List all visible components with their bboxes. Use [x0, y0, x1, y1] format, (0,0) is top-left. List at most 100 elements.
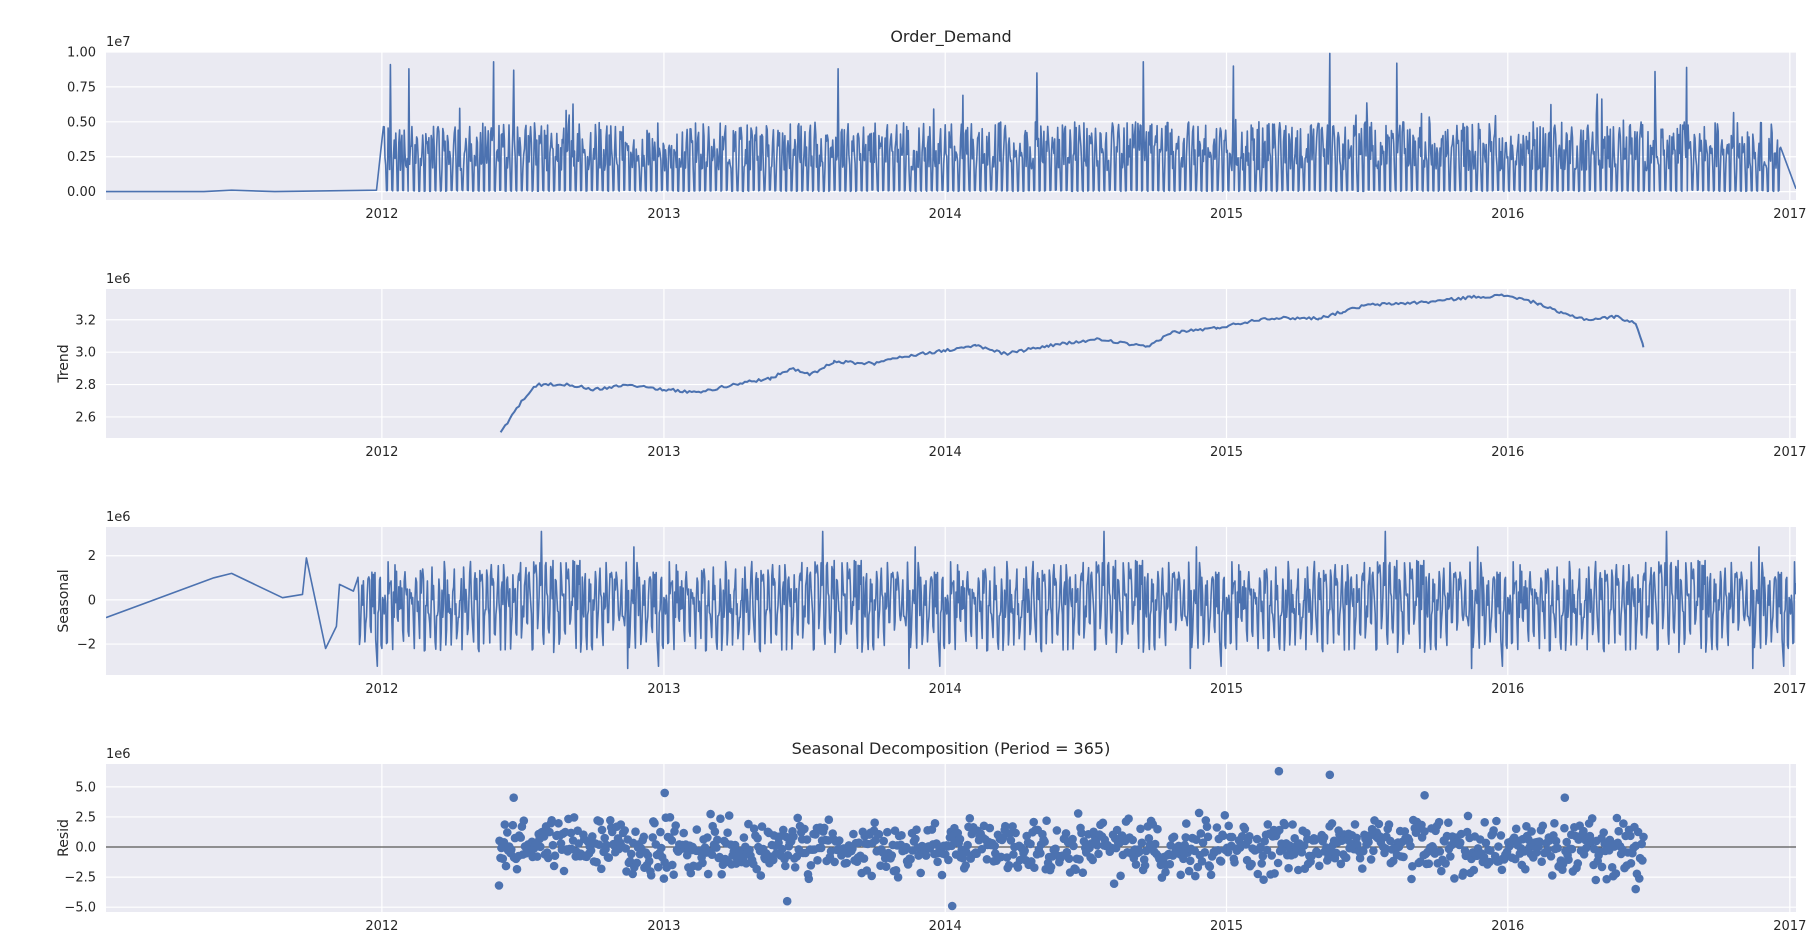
resid-point	[559, 866, 569, 876]
resid-point	[1161, 867, 1170, 877]
y-tick-label: 2.8	[75, 378, 96, 393]
resid-point	[782, 896, 792, 906]
resid-point	[1273, 858, 1283, 868]
resid-point	[781, 861, 790, 871]
resid-point	[962, 847, 971, 857]
resid-point	[1573, 859, 1583, 868]
resid-point	[669, 870, 678, 879]
resid-point	[1128, 835, 1137, 845]
resid-point	[1352, 833, 1361, 843]
x-tick-label: 2015	[1210, 682, 1243, 697]
y-tick-label: −5.0	[64, 901, 96, 916]
resid-point	[1551, 836, 1561, 846]
series-group	[106, 530, 1796, 670]
resid-point	[532, 852, 542, 861]
resid-point	[1638, 856, 1647, 865]
resid-point	[753, 834, 762, 843]
resid-point	[1200, 848, 1210, 857]
resid-point	[891, 866, 901, 875]
resid-point	[1150, 839, 1160, 849]
resid-point	[1275, 825, 1284, 835]
resid-point	[698, 858, 707, 868]
resid-point	[1029, 817, 1038, 827]
resid-point	[1639, 832, 1648, 842]
resid-point	[1399, 852, 1408, 862]
resid-point	[783, 851, 793, 860]
resid-point	[620, 826, 629, 835]
resid-point	[1192, 835, 1201, 844]
resid-point	[1369, 846, 1378, 856]
resid-point	[606, 816, 615, 825]
resid-point	[1069, 841, 1078, 851]
resid-point	[723, 828, 732, 837]
resid-point	[859, 854, 869, 863]
offset-text: 1e7	[106, 35, 131, 50]
resid-point	[1511, 824, 1521, 834]
resid-point	[1109, 879, 1119, 888]
resid-point	[627, 849, 636, 859]
resid-point	[800, 824, 809, 834]
resid-point	[1469, 865, 1479, 875]
resid-point	[588, 832, 597, 841]
resid-point	[944, 855, 953, 865]
y-tick-label: 0.75	[67, 80, 96, 95]
resid-point	[1408, 862, 1417, 871]
resid-point	[811, 830, 820, 839]
resid-point	[1184, 866, 1194, 876]
x-tick-label: 2013	[647, 207, 680, 222]
resid-point	[1203, 832, 1213, 842]
resid-point	[854, 838, 864, 847]
resid-point	[965, 814, 975, 823]
y-tick-label: 2	[88, 549, 96, 564]
resid-point	[639, 832, 649, 842]
y-tick-label: −2.5	[64, 871, 96, 886]
resid-point	[1607, 863, 1617, 872]
resid-point	[706, 809, 715, 819]
resid-point	[916, 868, 925, 878]
resid-point	[679, 828, 688, 838]
series-group	[499, 293, 1645, 433]
x-tick-label: 2014	[929, 207, 962, 222]
resid-point	[1260, 836, 1269, 846]
resid-point	[883, 827, 892, 837]
resid-point	[1230, 858, 1239, 867]
resid-point	[668, 860, 677, 870]
resid-point	[631, 827, 640, 836]
resid-point	[1026, 839, 1035, 849]
resid-point	[597, 825, 607, 835]
resid-point	[509, 793, 518, 802]
resid-point	[1180, 840, 1189, 850]
resid-point	[947, 901, 957, 911]
resid-point	[625, 856, 635, 866]
resid-point	[1564, 855, 1573, 864]
resid-point	[1374, 819, 1384, 829]
resid-point	[1543, 845, 1552, 855]
y-axis-label: Resid	[56, 819, 72, 857]
resid-point	[595, 817, 604, 826]
y-tick-label: 5.0	[75, 780, 96, 795]
resid-point	[1094, 849, 1103, 859]
resid-point	[744, 819, 753, 829]
resid-point	[1635, 874, 1644, 883]
resid-point	[813, 856, 822, 865]
resid-point	[1521, 864, 1530, 874]
resid-point	[600, 833, 609, 843]
resid-point	[769, 855, 778, 865]
resid-point	[1400, 827, 1410, 836]
resid-point	[1077, 828, 1086, 838]
resid-point	[789, 832, 798, 841]
resid-point	[519, 816, 529, 825]
resid-point	[1257, 859, 1266, 868]
resid-point	[692, 825, 702, 834]
resid-point	[1619, 819, 1628, 828]
resid-point	[703, 833, 712, 842]
resid-point	[777, 844, 787, 854]
resid-point	[671, 821, 680, 830]
resid-point	[1327, 819, 1337, 828]
resid-point	[1218, 831, 1228, 841]
x-tick-label: 2016	[1491, 919, 1524, 934]
plot-area	[106, 289, 1796, 438]
resid-point	[659, 874, 669, 883]
resid-point	[1437, 866, 1446, 876]
